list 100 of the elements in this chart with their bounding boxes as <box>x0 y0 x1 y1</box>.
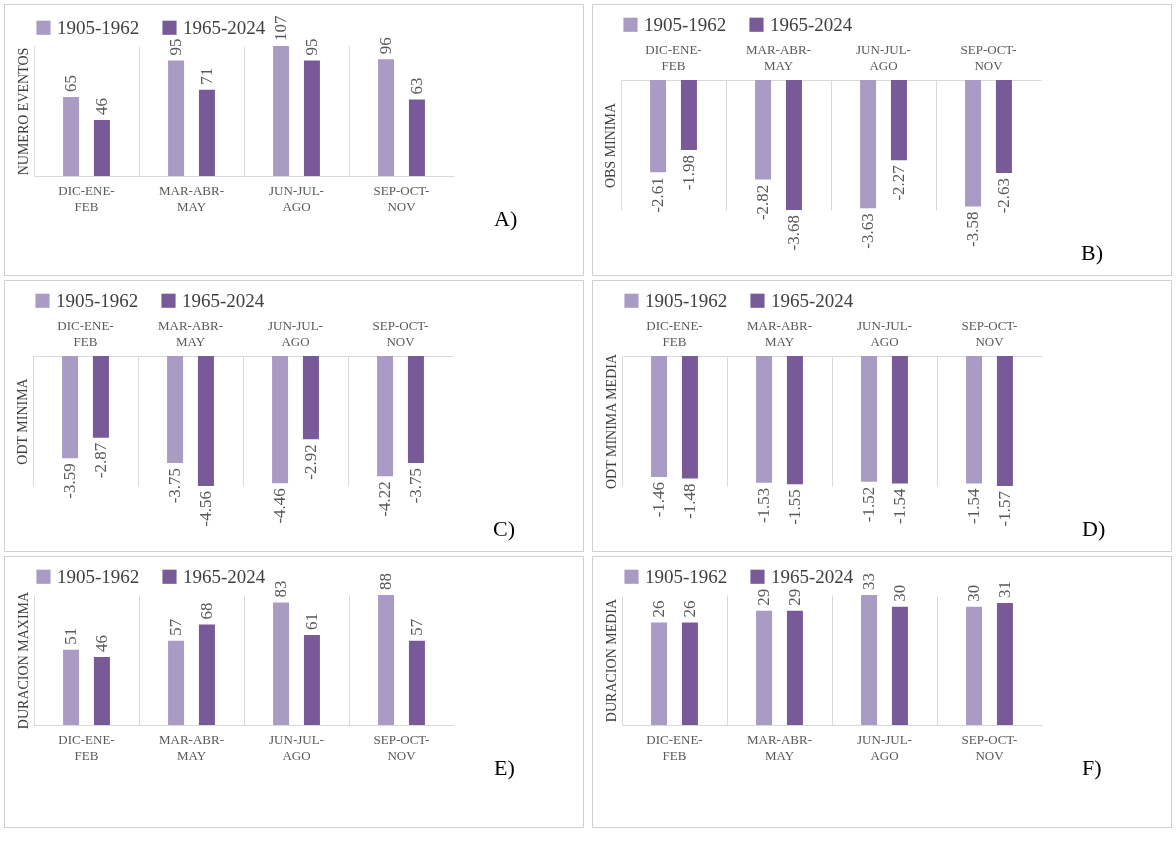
x-tick-label: MAR-ABR-MAY <box>158 182 225 214</box>
bar <box>273 46 290 176</box>
legend-label: 1965-2024 <box>771 565 854 587</box>
data-label: 51 <box>61 627 81 645</box>
data-label: 83 <box>271 580 291 598</box>
bar <box>408 640 425 725</box>
data-label: 107 <box>271 15 291 41</box>
data-label: -3.68 <box>783 215 803 251</box>
data-label: -1.55 <box>784 489 804 525</box>
data-label: 26 <box>679 600 699 618</box>
data-label: 46 <box>91 98 111 116</box>
y-axis-title: DURACION MAXIMA <box>15 590 31 730</box>
x-tick-label: DIC-ENE-FEB <box>57 317 114 349</box>
bar <box>756 610 773 725</box>
bar <box>378 59 395 176</box>
data-label: -1.48 <box>679 483 699 519</box>
data-label: -2.82 <box>753 184 773 221</box>
x-tick-label: JUN-JUL-AGO <box>857 317 912 349</box>
x-tick-label: MAR-ABR-MAY <box>158 731 225 763</box>
legend-label: 1905-1962 <box>57 16 140 38</box>
data-label: -3.58 <box>963 211 983 247</box>
x-tick-label: DIC-ENE-FEB <box>646 731 703 763</box>
data-label: 95 <box>301 38 321 56</box>
data-label: -1.46 <box>649 481 669 518</box>
bar <box>168 60 185 176</box>
data-label: -4.22 <box>375 481 395 517</box>
legend-label: 1965-2024 <box>770 13 853 35</box>
bar <box>168 640 185 725</box>
data-label: 88 <box>376 573 396 590</box>
x-tick-label: DIC-ENE-FEB <box>646 317 703 349</box>
bar <box>966 606 983 725</box>
bar <box>786 610 803 725</box>
data-label: -1.52 <box>859 486 879 523</box>
x-tick-label: JUN-JUL-AGO <box>857 731 912 763</box>
text: E) <box>494 755 515 780</box>
x-tick-label: MAR-ABR-MAY <box>746 731 813 763</box>
data-label: 46 <box>91 635 111 653</box>
bar <box>408 99 425 176</box>
bar <box>198 89 215 176</box>
x-tick-label: SEP-OCT-NOV <box>961 731 1018 763</box>
data-label: -1.54 <box>964 488 984 524</box>
data-label: 71 <box>196 67 216 85</box>
x-tick-label: MAR-ABR-MAY <box>745 41 812 73</box>
bar <box>198 624 215 725</box>
data-label: -4.56 <box>195 491 215 527</box>
x-tick-label: SEP-OCT-NOV <box>961 317 1018 349</box>
legend-label: 1965-2024 <box>182 289 265 311</box>
x-tick-label: SEP-OCT-NOV <box>373 182 430 214</box>
y-axis-title: ODT MINIMA MEDIA <box>603 353 619 490</box>
x-tick-label: MAR-ABR-MAY <box>746 317 813 349</box>
x-tick-label: JUN-JUL-AGO <box>856 41 911 73</box>
x-tick-label: MAR-ABR-MAY <box>157 317 224 349</box>
bar <box>861 595 878 725</box>
x-tick-label: DIC-ENE-FEB <box>645 41 702 73</box>
x-tick-label: SEP-OCT-NOV <box>373 731 430 763</box>
data-label: -3.59 <box>60 463 80 499</box>
data-label: -1.54 <box>889 488 909 524</box>
data-label: -3.75 <box>405 467 425 504</box>
x-tick-label: SEP-OCT-NOV <box>372 317 429 349</box>
bar <box>273 602 290 725</box>
bar <box>378 595 395 725</box>
legend-label: 1905-1962 <box>56 289 139 311</box>
text: F) <box>1082 755 1102 780</box>
data-label: -2.87 <box>90 442 110 479</box>
data-label: 68 <box>196 602 216 620</box>
x-tick-label: JUN-JUL-AGO <box>268 317 323 349</box>
bar <box>891 606 908 725</box>
legend-label: 1905-1962 <box>645 289 728 311</box>
data-label: -2.27 <box>888 164 908 201</box>
bar <box>63 649 80 725</box>
data-label: -2.92 <box>300 444 320 480</box>
data-label: -1.98 <box>678 154 698 191</box>
x-tick-label: DIC-ENE-FEB <box>58 731 115 763</box>
bar <box>996 602 1013 725</box>
x-tick-label: SEP-OCT-NOV <box>960 41 1017 73</box>
data-label: 95 <box>166 38 186 56</box>
data-label: 63 <box>406 77 426 95</box>
y-axis-title: ODT MINIMA <box>14 377 30 465</box>
data-label: 33 <box>859 573 879 590</box>
data-label: 29 <box>754 588 774 606</box>
bar <box>93 657 110 725</box>
data-label: 57 <box>406 618 426 636</box>
data-label: 61 <box>301 612 321 630</box>
bar <box>303 60 320 176</box>
data-label: 26 <box>649 600 669 618</box>
data-label: 31 <box>994 580 1014 598</box>
data-label: -3.75 <box>165 467 185 504</box>
text: D) <box>1082 516 1106 541</box>
legend-label: 1905-1962 <box>57 565 140 587</box>
text: B) <box>1081 240 1103 265</box>
legend-label: 1965-2024 <box>183 16 266 38</box>
legend-label: 1965-2024 <box>183 565 266 587</box>
data-label: -3.63 <box>858 213 878 249</box>
text: A) <box>494 206 518 231</box>
data-label: 57 <box>166 618 186 636</box>
y-axis-title: DURACION MEDIA <box>603 597 619 723</box>
x-tick-label: JUN-JUL-AGO <box>269 731 324 763</box>
data-label: 29 <box>784 588 804 606</box>
bar <box>681 622 698 725</box>
x-tick-label: JUN-JUL-AGO <box>269 182 324 214</box>
